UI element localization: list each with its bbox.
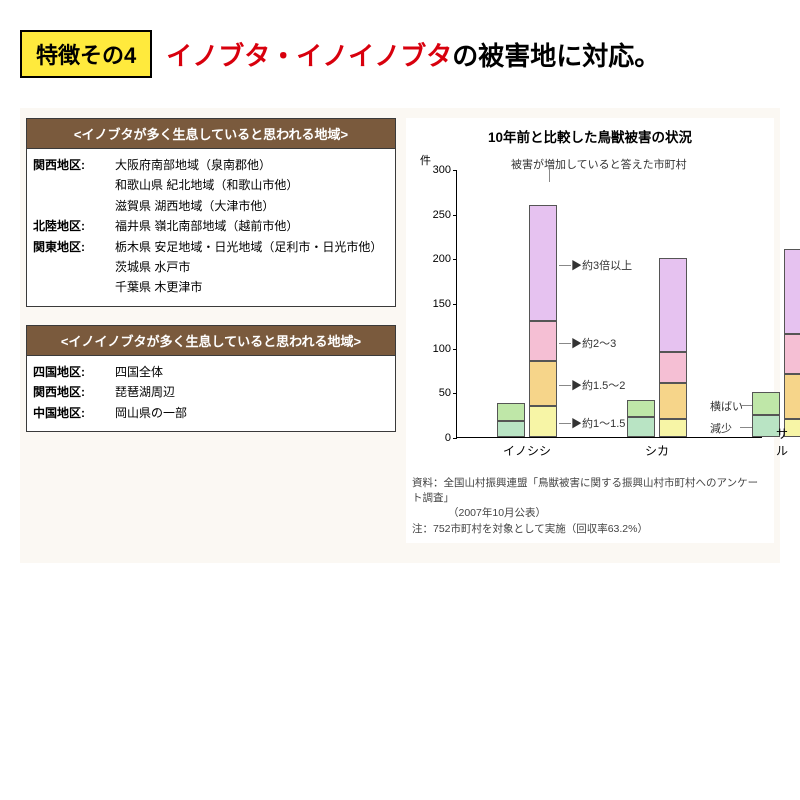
table-row: 関西地区:琵琶湖周辺 [33, 382, 389, 402]
bar-segment [784, 374, 800, 419]
source-line-2: （2007年10月公表） [412, 506, 768, 521]
heading-row: 特徴その4 イノブタ・イノイノブタの被害地に対応。 [20, 30, 780, 78]
y-tick: 100 [421, 343, 451, 355]
table-row: 関西地区:大阪府南部地域（泉南郡他） [33, 155, 389, 175]
chart-panel: 10年前と比較した鳥獣被害の状況 件 050100150200250300被害が… [406, 118, 774, 543]
region-box-2-title: <イノイノブタが多く生息していると思われる地域> [27, 326, 395, 356]
bar-segment [529, 406, 557, 437]
chart-annotation: 被害が増加していると答えた市町村 [511, 156, 687, 172]
bar-segment [529, 321, 557, 361]
region-box-1-rows: 関西地区:大阪府南部地域（泉南郡他）和歌山県 紀北地域（和歌山市他）滋賀県 湖西… [27, 149, 395, 306]
chart-wrap: 件 050100150200250300被害が増加していると答えた市町村イノシシ… [412, 152, 768, 472]
table-row: 北陸地区:福井県 嶺北南部地域（越前市他） [33, 216, 389, 236]
segment-label: ▶約2〜3 [571, 335, 616, 351]
bar-segment [752, 392, 780, 414]
y-tick: 200 [421, 253, 451, 265]
y-tick: 300 [421, 164, 451, 176]
bar-segment [659, 419, 687, 437]
table-row: 関東地区:栃木県 安足地域・日光地域（足利市・日光市他） [33, 237, 389, 257]
segment-label: ▶約1.5〜2 [571, 377, 625, 393]
table-row: 中国地区:岡山県の一部 [33, 403, 389, 423]
table-row: 滋賀県 湖西地域（大津市他） [33, 196, 389, 216]
table-row: 茨城県 水戸市 [33, 257, 389, 277]
segment-label: ▶約3倍以上 [571, 257, 632, 273]
bar-segment [659, 258, 687, 352]
plot-area: 050100150200250300被害が増加していると答えた市町村イノシシシカ… [456, 170, 762, 438]
headline-red: イノブタ・イノイノブタ [166, 41, 452, 71]
bar-segment [627, 400, 655, 418]
content-panel: <イノブタが多く生息していると思われる地域> 関西地区:大阪府南部地域（泉南郡他… [20, 108, 780, 563]
table-row: 四国地区:四国全体 [33, 362, 389, 382]
x-label: イノシシ [503, 442, 551, 459]
region-box-2: <イノイノブタが多く生息していると思われる地域> 四国地区:四国全体関西地区:琵… [26, 325, 396, 432]
chart-source: 資料：全国山村振興連盟「鳥獣被害に関する振興山村市町村へのアンケート調査」 （2… [412, 476, 768, 537]
bar-segment [497, 403, 525, 421]
y-tick: 0 [421, 432, 451, 444]
segment-label: ▶約1〜1.5 [571, 415, 625, 431]
headline: イノブタ・イノイノブタの被害地に対応。 [166, 36, 660, 73]
bar-segment [784, 334, 800, 374]
bar-segment [659, 383, 687, 419]
bar-segment [529, 205, 557, 321]
region-box-1-title: <イノブタが多く生息していると思われる地域> [27, 119, 395, 149]
left-segment-label: 減少 [710, 420, 732, 436]
x-label: シカ [645, 442, 669, 459]
feature-badge: 特徴その4 [20, 30, 152, 78]
source-line-3: 注：752市町村を対象として実施（回収率63.2%） [412, 522, 768, 537]
chart-title: 10年前と比較した鳥獣被害の状況 [412, 126, 768, 146]
bar-segment [627, 417, 655, 437]
bar-segment [529, 361, 557, 406]
y-tick: 250 [421, 209, 451, 221]
region-box-1: <イノブタが多く生息していると思われる地域> 関西地区:大阪府南部地域（泉南郡他… [26, 118, 396, 307]
left-segment-label: 横ばい [710, 398, 743, 414]
region-box-2-rows: 四国地区:四国全体関西地区:琵琶湖周辺中国地区:岡山県の一部 [27, 356, 395, 431]
left-column: <イノブタが多く生息していると思われる地域> 関西地区:大阪府南部地域（泉南郡他… [26, 118, 396, 450]
y-tick: 50 [421, 387, 451, 399]
table-row: 和歌山県 紀北地域（和歌山市他） [33, 175, 389, 195]
y-tick: 150 [421, 298, 451, 310]
table-row: 千葉県 木更津市 [33, 277, 389, 297]
x-label: サル [776, 425, 788, 459]
bar-segment [784, 249, 800, 334]
bar-segment [497, 421, 525, 437]
headline-black: の被害地に対応。 [452, 41, 660, 71]
bar-segment [659, 352, 687, 383]
source-line-1: 資料：全国山村振興連盟「鳥獣被害に関する振興山村市町村へのアンケート調査」 [412, 476, 768, 506]
